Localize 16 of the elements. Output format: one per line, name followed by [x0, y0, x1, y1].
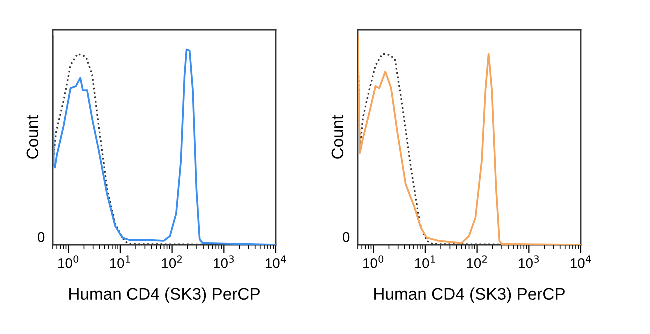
x-tick-label: 10$^{1}$: [110, 256, 130, 268]
x-tick-label: 10$^{4}$: [266, 256, 286, 268]
x-tick-label: 10$^{2}$: [467, 256, 487, 268]
y-axis-title: Count: [26, 115, 39, 159]
y-axis-title: Count: [332, 115, 344, 159]
x-axis-title: Human CD4 (SK3) PerCP: [374, 288, 565, 304]
x-tick-label: 10$^{1}$: [415, 256, 436, 268]
x-tick-label: 10$^{3}$: [214, 256, 234, 268]
text: 0: [38, 232, 45, 242]
text: 0: [343, 232, 350, 242]
x-tick-label: 10$^{0}$: [58, 256, 79, 268]
x-tick-label: 10$^{3}$: [519, 256, 540, 268]
x-tick-label: 10$^{2}$: [162, 256, 182, 268]
x-tick-label: 10$^{0}$: [364, 256, 384, 268]
x-axis-title: Human CD4 (SK3) PerCP: [70, 288, 260, 304]
x-tick-label: 10$^{4}$: [570, 256, 592, 268]
